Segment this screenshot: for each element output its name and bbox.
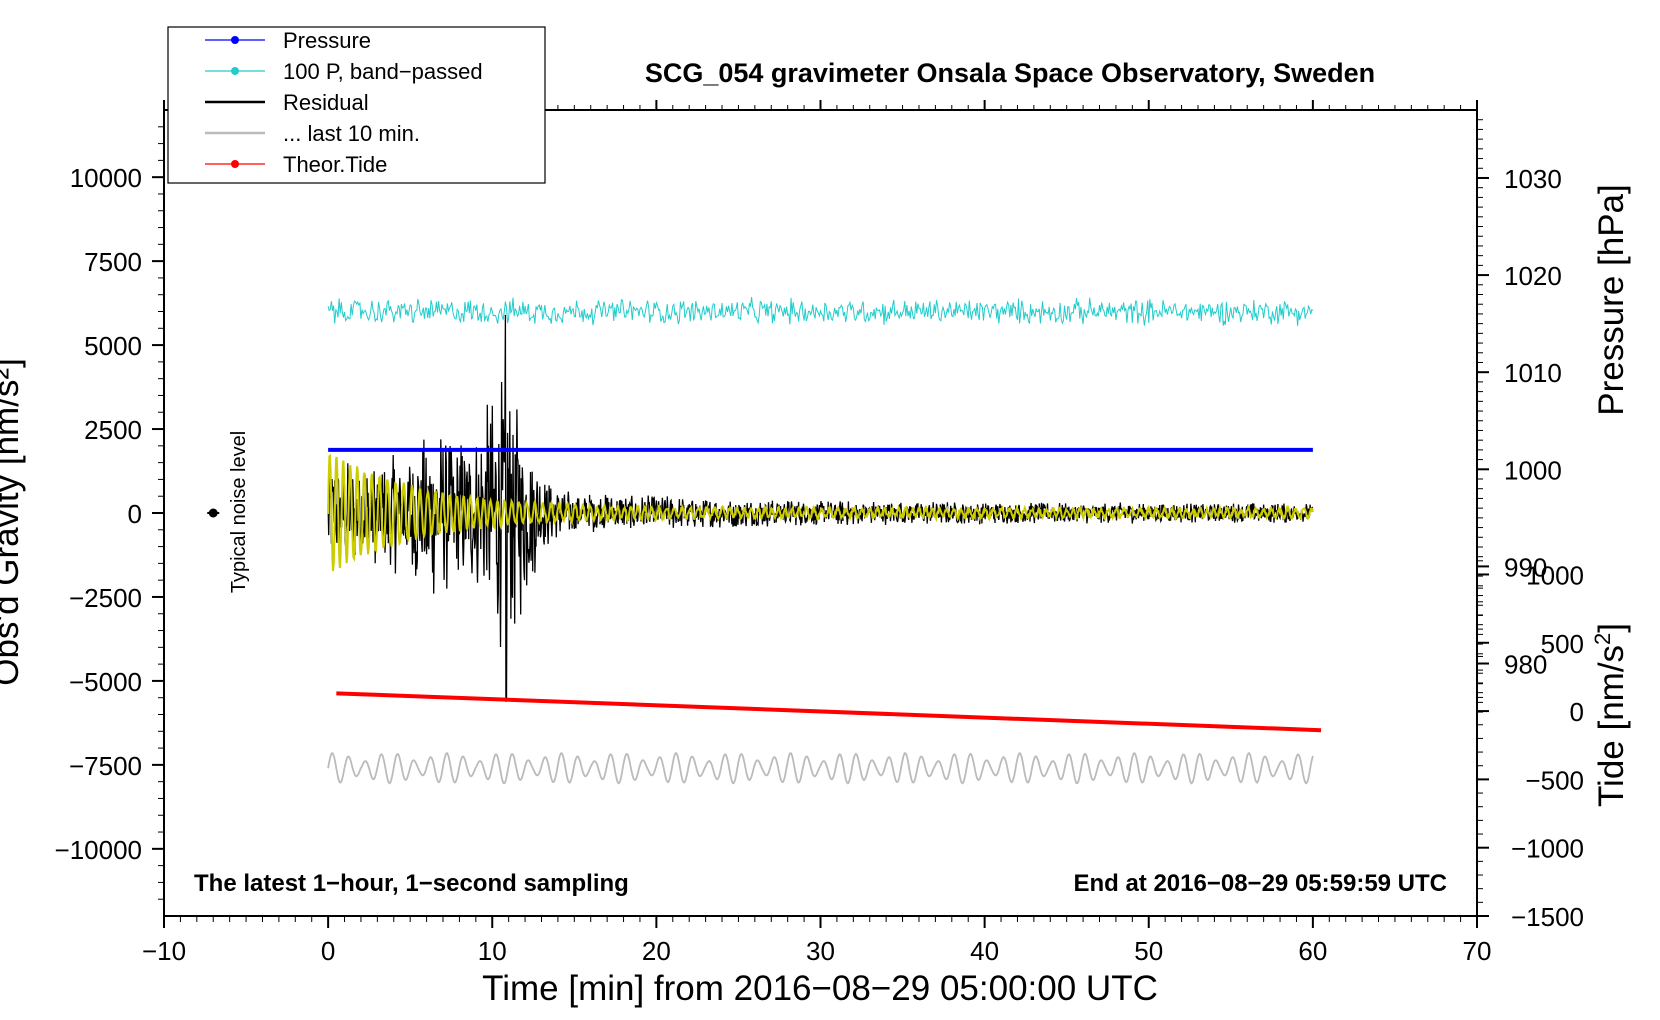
x-tick-label: 70 [1463, 936, 1492, 966]
y3-axis-label-sup: 2 [1590, 633, 1615, 645]
y2-axis-label: Pressure [hPa] [1592, 184, 1631, 416]
y2-tick-label: 1000 [1504, 455, 1562, 485]
y-tick-label: 7500 [84, 247, 142, 277]
y-tick-label: 5000 [84, 331, 142, 361]
series-residual-filtered [327, 453, 1314, 572]
x-tick-label: 20 [642, 936, 671, 966]
y3-tick-label: −1500 [1511, 902, 1584, 932]
y3-tick-label: −500 [1525, 765, 1584, 795]
x-tick-label: 60 [1298, 936, 1327, 966]
y-tick-label: 0 [128, 499, 142, 529]
series-last-10-min [327, 751, 1314, 785]
y-tick-label: 10000 [70, 163, 142, 193]
legend-box [167, 26, 546, 184]
x-axis-label: Time [min] from 2016−08−29 05:00:00 UTC [482, 969, 1158, 1008]
legend-marker [231, 36, 239, 44]
y-tick-label: −7500 [69, 751, 142, 781]
series-theoretical-tide [336, 691, 1322, 733]
y-axis-gravity: 10000 7500 5000 2500 0 −2500 −5000 −7500 −10000 [55, 126, 164, 900]
legend-marker [231, 160, 239, 168]
y3-axis-label: Tide [nm/s2] [1590, 623, 1631, 807]
series-layer [327, 297, 1322, 785]
x-tick-label: 0 [321, 936, 335, 966]
series-pressure-bandpassed [327, 297, 1314, 326]
y2-tick-label: 990 [1504, 552, 1547, 582]
x-axis: −10 0 10 20 30 40 50 60 70 [142, 100, 1492, 966]
legend-label: Residual [283, 90, 369, 115]
y2-tick-label: 1010 [1504, 358, 1562, 388]
noise-level-label: Typical noise level [228, 431, 250, 593]
legend-marker [231, 67, 239, 75]
legend-label: ... last 10 min. [283, 121, 420, 146]
y3-tick-label: −1000 [1511, 834, 1584, 864]
y-tick-label: 2500 [84, 415, 142, 445]
y-tick-label: −2500 [69, 583, 142, 613]
y3-tick-label: 500 [1541, 629, 1584, 659]
x-tick-label: 10 [478, 936, 507, 966]
chart-title: SCG_054 gravimeter Onsala Space Observat… [645, 58, 1375, 88]
legend-label: Theor.Tide [283, 152, 387, 177]
legend-label: 100 P, band−passed [283, 59, 483, 84]
y3-tick-label: 1000 [1526, 560, 1584, 590]
legend: Pressure 100 P, band−passed Residual ... la… [167, 26, 546, 184]
note-end-time: End at 2016−08−29 05:59:59 UTC [1073, 870, 1447, 897]
x-tick-label: 40 [970, 936, 999, 966]
x-tick-label: 50 [1134, 936, 1163, 966]
y-axis-label: Obs'd Gravity [nm/s²] [0, 358, 26, 686]
y-axis-tide: 1000 500 0 −500 −1000 −1500 [1477, 560, 1584, 932]
y2-tick-label: 1030 [1504, 164, 1562, 194]
y2-tick-label: 980 [1504, 650, 1547, 680]
y-tick-label: −10000 [55, 835, 142, 865]
y3-tick-label: 0 [1570, 697, 1584, 727]
legend-label: Pressure [283, 28, 371, 53]
note-sampling: The latest 1−hour, 1−second sampling [194, 870, 629, 897]
y-tick-label: −5000 [69, 667, 142, 697]
noise-level-marker [207, 508, 220, 518]
x-tick-label: 30 [806, 936, 835, 966]
y-axis-pressure: 1030 1020 1010 1000 990 980 [1477, 119, 1562, 713]
y3-axis-label-main: Tide [nm/s [1592, 645, 1631, 807]
y3-axis-label-end: ] [1592, 623, 1631, 633]
y2-tick-label: 1020 [1504, 261, 1562, 291]
x-tick-label: −10 [142, 936, 186, 966]
series-residual [327, 314, 1314, 702]
noise-level-dot [208, 508, 218, 518]
